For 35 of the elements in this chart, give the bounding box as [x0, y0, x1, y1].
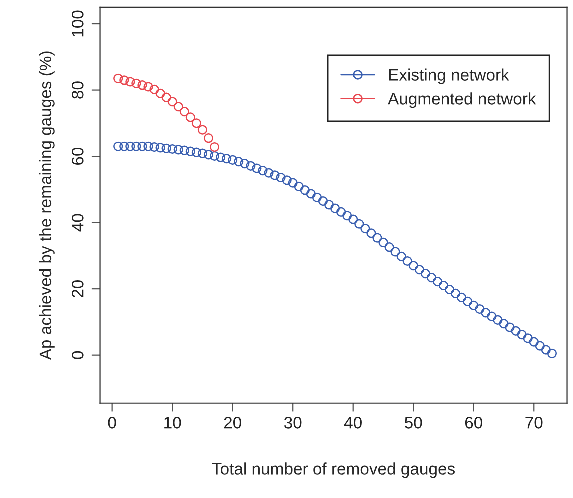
y-tick-label: 60: [72, 148, 84, 165]
point: [204, 134, 214, 144]
point: [198, 125, 208, 135]
point: [210, 142, 220, 152]
legend-label: Augmented network: [388, 92, 536, 108]
x-tick-label: 30: [284, 417, 302, 429]
x-axis-title: Total number of removed gauges: [212, 462, 456, 478]
point: [132, 78, 142, 88]
x-tick-label: 40: [344, 417, 362, 429]
point: [114, 74, 124, 84]
x-tick-label: 20: [224, 417, 242, 429]
y-tick-label: 20: [72, 280, 84, 298]
x-tick-label: 10: [164, 417, 182, 429]
x-tick-label: 60: [465, 417, 482, 429]
point: [174, 102, 184, 112]
x-tick-label: 70: [526, 417, 543, 429]
point: [186, 112, 196, 122]
y-tick-label: 80: [72, 82, 84, 99]
y-tick-label: 0: [72, 351, 84, 360]
point: [126, 77, 136, 87]
point: [138, 80, 148, 90]
y-tick-label: 100: [72, 10, 84, 37]
point: [168, 97, 178, 107]
point: [180, 107, 190, 117]
legend-label: Existing network: [389, 68, 510, 84]
x-tick-label: 0: [108, 417, 116, 429]
y-tick-label: 40: [72, 214, 84, 232]
point: [162, 92, 172, 102]
point: [156, 88, 166, 98]
point: [144, 82, 154, 92]
point: [150, 84, 160, 94]
point: [120, 76, 130, 86]
y-axis-title: Ap achieved by the remaining gauges (%): [39, 52, 55, 360]
point: [192, 118, 202, 128]
x-tick-label: 50: [405, 417, 422, 429]
